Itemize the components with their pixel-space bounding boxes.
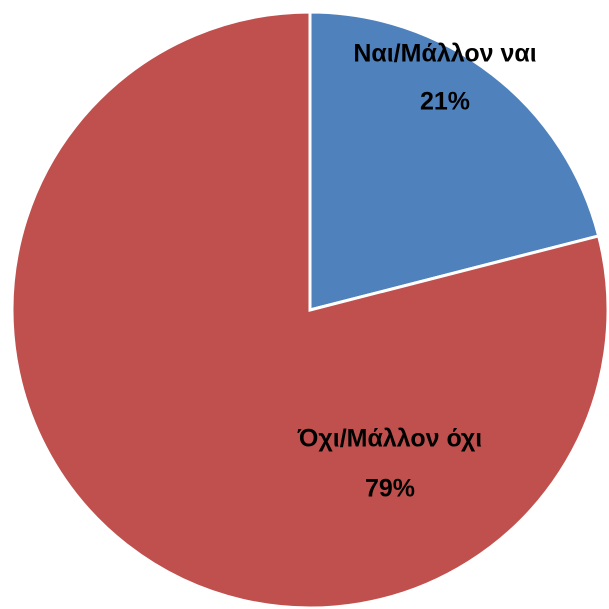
- slice-category-label: Όχι/Μάλλον όχι: [297, 425, 482, 453]
- pie-slice: [308, 10, 601, 312]
- slice-category-label: Ναι/Μάλλον ναι: [353, 40, 536, 68]
- pie-slice: [10, 10, 609, 609]
- slice-value-label: 79%: [365, 475, 415, 503]
- slice-value-label: 21%: [420, 88, 470, 116]
